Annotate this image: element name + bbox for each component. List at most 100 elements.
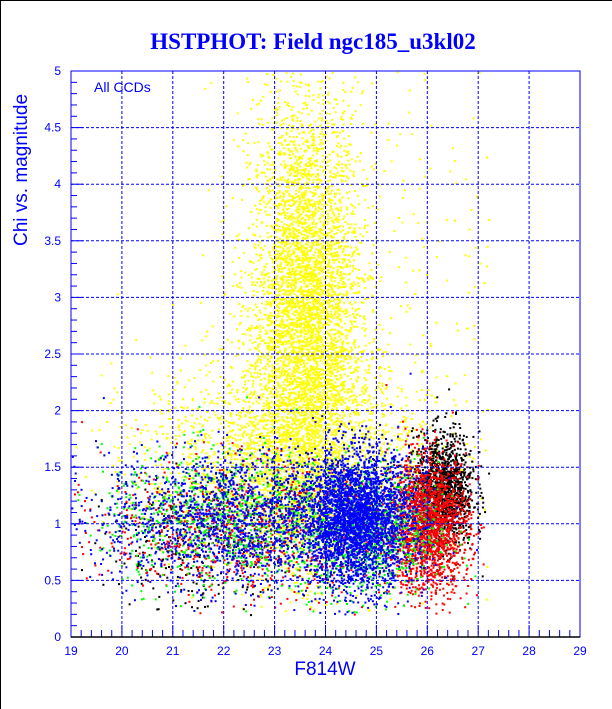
data-point bbox=[272, 285, 274, 288]
data-point bbox=[323, 317, 326, 320]
data-point bbox=[242, 376, 245, 379]
data-point bbox=[339, 270, 342, 273]
data-point bbox=[340, 350, 343, 353]
data-point bbox=[315, 274, 318, 277]
data-point bbox=[305, 248, 308, 251]
data-point bbox=[303, 202, 306, 205]
data-point bbox=[269, 317, 272, 320]
data-point bbox=[312, 98, 315, 101]
data-point bbox=[273, 384, 275, 387]
data-point bbox=[328, 427, 331, 430]
data-point bbox=[328, 247, 330, 250]
data-point bbox=[312, 354, 315, 357]
data-point bbox=[266, 475, 269, 478]
data-point bbox=[334, 402, 337, 405]
data-point bbox=[311, 342, 314, 345]
data-point bbox=[315, 290, 318, 293]
data-point bbox=[319, 378, 322, 380]
data-point bbox=[312, 178, 315, 181]
data-point bbox=[279, 286, 282, 289]
data-point bbox=[310, 245, 313, 248]
data-point bbox=[258, 349, 261, 352]
data-point bbox=[332, 276, 335, 278]
data-point bbox=[282, 232, 285, 235]
data-point bbox=[302, 294, 305, 297]
data-point bbox=[355, 366, 358, 369]
data-point bbox=[346, 167, 349, 170]
data-point bbox=[276, 390, 279, 393]
data-point bbox=[164, 493, 167, 496]
data-point bbox=[363, 227, 366, 230]
data-point bbox=[306, 250, 309, 253]
data-point bbox=[260, 388, 263, 391]
data-point bbox=[381, 328, 384, 331]
data-point bbox=[267, 379, 270, 381]
data-point bbox=[310, 213, 313, 216]
data-point bbox=[288, 204, 291, 207]
data-point bbox=[299, 421, 302, 424]
data-point bbox=[284, 476, 287, 479]
data-point bbox=[274, 330, 277, 333]
data-point bbox=[278, 202, 281, 205]
data-point bbox=[310, 278, 313, 281]
data-point bbox=[381, 402, 384, 405]
data-point bbox=[287, 149, 290, 152]
data-point bbox=[318, 468, 321, 471]
data-point bbox=[331, 272, 334, 275]
data-point bbox=[299, 347, 302, 350]
data-point bbox=[299, 459, 302, 461]
data-point bbox=[320, 293, 323, 296]
data-point bbox=[285, 309, 288, 312]
data-point bbox=[279, 371, 281, 374]
data-point bbox=[323, 396, 326, 399]
data-point bbox=[326, 165, 329, 167]
data-point bbox=[330, 338, 333, 341]
data-point bbox=[317, 244, 320, 247]
data-point bbox=[341, 118, 344, 121]
data-point bbox=[320, 317, 323, 320]
data-point bbox=[321, 284, 324, 287]
data-point bbox=[289, 271, 292, 274]
data-point bbox=[325, 284, 327, 286]
data-point bbox=[310, 163, 313, 166]
data-point bbox=[251, 489, 254, 492]
data-point bbox=[288, 393, 291, 396]
data-point bbox=[260, 198, 263, 201]
data-point bbox=[323, 244, 326, 247]
data-point bbox=[313, 292, 316, 294]
data-point bbox=[340, 326, 343, 329]
data-point bbox=[294, 282, 297, 285]
data-point bbox=[301, 292, 304, 295]
data-point bbox=[334, 356, 337, 359]
data-point bbox=[341, 384, 344, 387]
data-point bbox=[328, 334, 331, 337]
data-point bbox=[343, 354, 346, 357]
data-point bbox=[279, 163, 282, 166]
data-point bbox=[313, 442, 316, 445]
data-point bbox=[331, 255, 334, 258]
data-point bbox=[299, 461, 302, 464]
data-point bbox=[283, 179, 286, 182]
data-point bbox=[225, 419, 228, 422]
data-point bbox=[302, 289, 305, 292]
data-point bbox=[362, 122, 365, 125]
data-point bbox=[311, 398, 314, 401]
data-point bbox=[306, 243, 309, 246]
data-point bbox=[288, 105, 291, 107]
data-point bbox=[322, 169, 325, 172]
data-point bbox=[308, 351, 311, 354]
data-point bbox=[357, 366, 360, 369]
data-point bbox=[336, 417, 339, 420]
data-point bbox=[256, 176, 259, 179]
data-point bbox=[312, 387, 315, 390]
data-point bbox=[291, 401, 294, 404]
data-point bbox=[328, 262, 331, 265]
data-point bbox=[306, 254, 309, 257]
data-point bbox=[335, 273, 338, 275]
data-point bbox=[332, 333, 335, 336]
data-point bbox=[282, 208, 285, 211]
data-point bbox=[285, 281, 287, 284]
data-point bbox=[310, 247, 313, 250]
data-point bbox=[276, 264, 279, 267]
data-point bbox=[336, 251, 339, 254]
